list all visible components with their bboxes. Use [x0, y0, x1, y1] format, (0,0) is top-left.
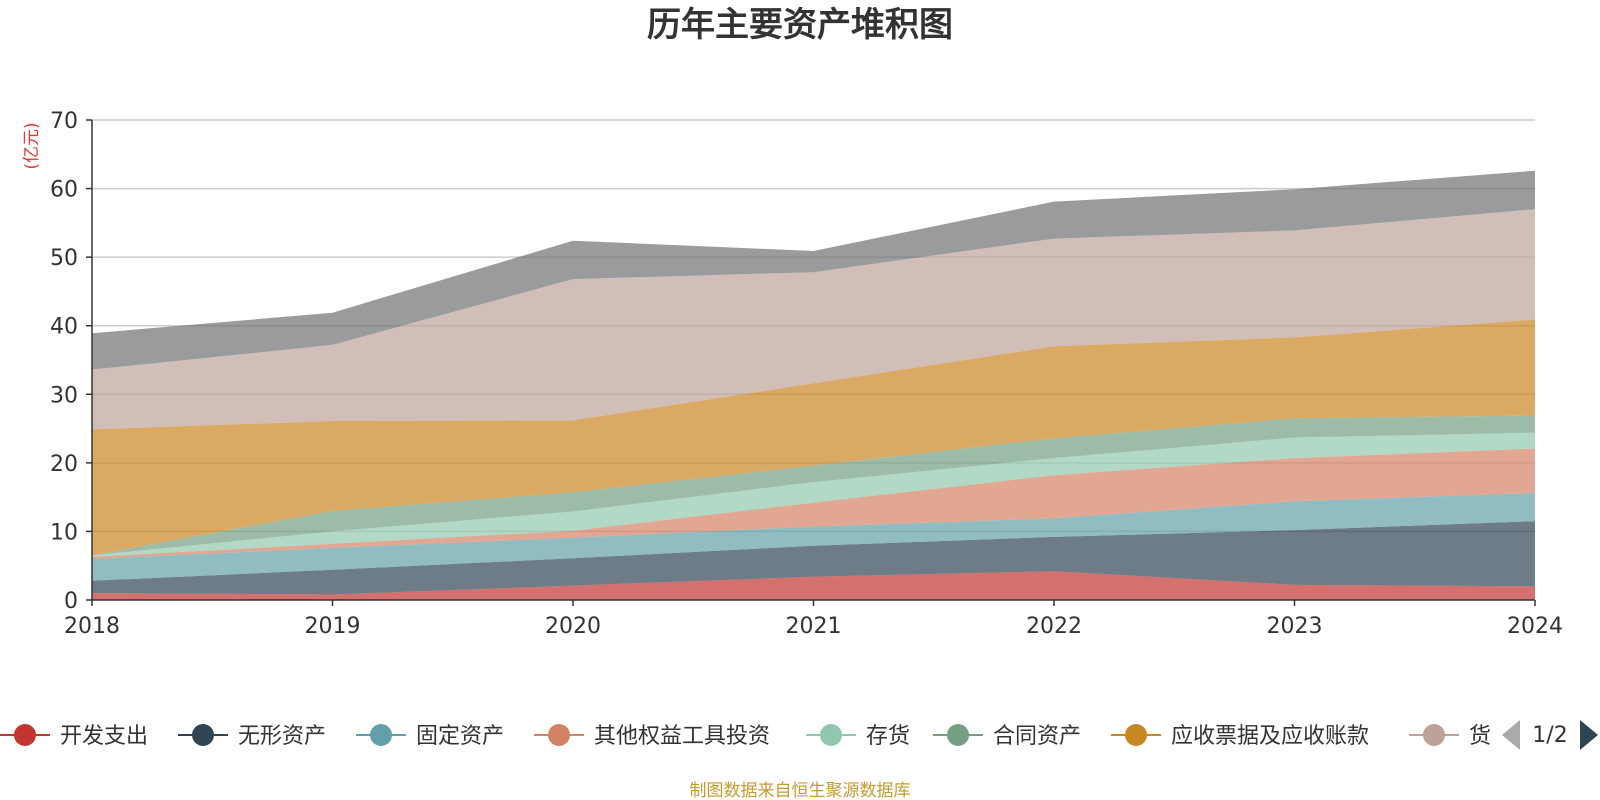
y-tick-label: 70	[50, 109, 78, 134]
area-存货	[92, 432, 1535, 557]
legend-page-indicator: 1/2	[1532, 723, 1567, 748]
area-其他	[92, 170, 1535, 370]
legend-item[interactable]: 无形资产	[178, 724, 326, 749]
legend-label: 其他权益工具投资	[594, 724, 770, 749]
area-开发支出	[92, 571, 1535, 600]
y-tick-label: 0	[64, 589, 78, 614]
legend-circle-marker	[548, 724, 570, 746]
axes: 0 10 20 30 40 50 60 70 2018 2019 2020 2021 2022 2023 2…	[50, 109, 1563, 639]
legend-circle-marker	[370, 724, 392, 746]
area-应收票据及应收账款	[92, 319, 1535, 556]
legend-item[interactable]: 存货	[806, 724, 910, 749]
legend-circle-marker	[820, 724, 842, 746]
legend-label: 固定资产	[416, 724, 504, 749]
legend-circle-marker	[14, 724, 36, 746]
legend-label: 存货	[866, 724, 910, 749]
y-tick-label: 20	[50, 452, 78, 477]
legend-circle-marker	[1423, 724, 1445, 746]
area-货币资金	[92, 209, 1535, 430]
legend-item[interactable]: 固定资产	[356, 724, 504, 749]
legend-item[interactable]: 其他权益工具投资	[534, 724, 770, 749]
legend-prev-arrow-icon[interactable]	[1502, 720, 1520, 750]
legend-label: 应收票据及应收账款	[1171, 724, 1369, 749]
legend-circle-marker	[1125, 724, 1147, 746]
x-tick-label: 2024	[1507, 614, 1563, 639]
legend-circle-marker	[192, 724, 214, 746]
legend-item[interactable]: 开发支出	[0, 724, 148, 749]
legend-label: 无形资产	[238, 724, 326, 749]
x-tick-label: 2022	[1026, 614, 1082, 639]
x-tick-label: 2020	[545, 614, 601, 639]
legend-pager: 1/2	[1502, 720, 1598, 750]
legend: 开发支出 无形资产 固定资产 其他权益工具投资 存货 合同资产 应收票据及应收账款 货	[0, 724, 1491, 749]
legend-label: 货	[1469, 724, 1491, 749]
legend-label: 合同资产	[993, 724, 1081, 749]
legend-item[interactable]: 货	[1409, 724, 1491, 749]
x-tick-label: 2023	[1267, 614, 1323, 639]
x-tick-label: 2018	[64, 614, 120, 639]
area-固定资产	[92, 493, 1535, 581]
y-axis-unit: (亿元)	[22, 122, 42, 169]
x-tick-label: 2019	[305, 614, 361, 639]
y-tick-label: 40	[50, 315, 78, 340]
y-tick-label: 60	[50, 178, 78, 203]
legend-circle-marker	[947, 724, 969, 746]
data-source-note: 制图数据来自恒生聚源数据库	[690, 781, 911, 800]
legend-item[interactable]: 合同资产	[933, 724, 1081, 749]
legend-item[interactable]: 应收票据及应收账款	[1111, 724, 1369, 749]
area-合同资产	[92, 415, 1535, 556]
area-series-group	[92, 170, 1535, 600]
y-tick-label: 30	[50, 383, 78, 408]
y-tick-label: 10	[50, 520, 78, 545]
legend-next-arrow-icon[interactable]	[1580, 720, 1598, 750]
x-tick-label: 2021	[786, 614, 842, 639]
area-其他权益工具投资	[92, 448, 1535, 559]
legend-label: 开发支出	[60, 724, 148, 749]
y-tick-label: 50	[50, 246, 78, 271]
area-无形资产	[92, 521, 1535, 595]
chart-title: 历年主要资产堆积图	[647, 5, 953, 45]
